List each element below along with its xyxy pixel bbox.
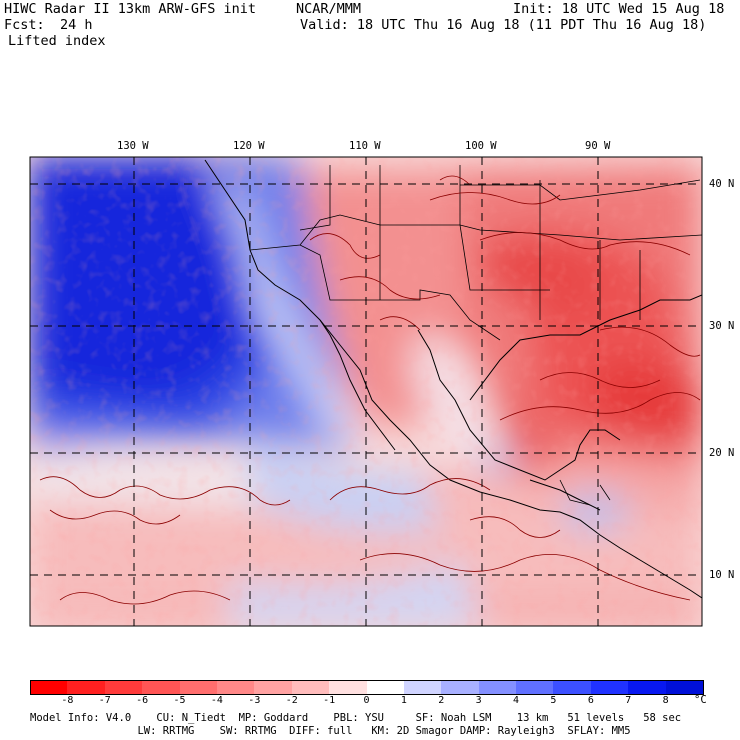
colorbar-label: 0 — [363, 695, 370, 706]
colorbar-label: -2 — [285, 695, 298, 706]
colorbar-swatch — [403, 680, 442, 695]
colorbar-swatch — [329, 680, 367, 695]
colorbar-swatch — [590, 680, 629, 695]
fcst-value: 24 h — [60, 17, 93, 33]
colorbar-label: -8 — [61, 695, 74, 706]
model-info-line1: Model Info: V4.0 CU: N_Tiedt MP: Goddard… — [30, 712, 682, 724]
colorbar-label: 2 — [438, 695, 445, 706]
init-time: Init: 18 UTC Wed 15 Aug 18 — [513, 1, 725, 17]
colorbar-swatch — [478, 680, 517, 695]
state-borders — [249, 165, 702, 506]
colorbar-label: -1 — [323, 695, 336, 706]
valid-time: Valid: 18 UTC Thu 16 Aug 18 (11 PDT Thu … — [300, 17, 707, 33]
colorbar-label: -5 — [173, 695, 186, 706]
colorbar-swatch — [142, 680, 181, 695]
colorbar-label: 4 — [513, 695, 520, 706]
fcst-label: Fcst: — [4, 17, 45, 33]
colorbar-swatch — [366, 680, 405, 695]
lat-label: 20 N — [709, 447, 735, 459]
colorbar-label: 8 — [662, 695, 669, 706]
colorbar-label: 1 — [400, 695, 407, 706]
lat-label: 10 N — [709, 569, 735, 581]
colorbar-label: 6 — [587, 695, 594, 706]
model-info-line2: LW: RRTMG SW: RRTMG DIFF: full KM: 2D Sm… — [30, 725, 631, 737]
map-frame — [29, 156, 703, 627]
center-label: NCAR/MMM — [296, 1, 362, 17]
colorbar-swatch — [30, 680, 69, 695]
colorbar-swatch — [628, 680, 667, 695]
colorbar-swatch — [67, 680, 106, 695]
colorbar-unit: °C — [694, 694, 707, 706]
lat-label: 30 N — [709, 320, 735, 332]
li-contours — [39, 175, 701, 605]
colorbar-label: 7 — [625, 695, 632, 706]
colorbar-label: 3 — [475, 695, 482, 706]
colorbar-swatch — [179, 680, 218, 695]
colorbar-label: -4 — [210, 695, 223, 706]
colorbar-swatch — [291, 680, 330, 695]
lat-lon-grid — [30, 157, 702, 626]
field-name: Lifted index — [8, 33, 106, 49]
colorbar-label: -6 — [136, 695, 149, 706]
colorbar-swatch — [441, 680, 480, 695]
lon-label: 90 W — [585, 140, 611, 152]
colorbar-swatch — [553, 680, 592, 695]
lifted-index-map — [29, 156, 703, 627]
model-title: HIWC Radar II 13km ARW-GFS init — [4, 1, 256, 17]
colorbar-swatch — [216, 680, 255, 695]
lat-label: 40 N — [709, 178, 735, 190]
colorbar-label: -3 — [248, 695, 261, 706]
colorbar-swatch — [254, 680, 293, 695]
lon-label: 130 W — [117, 140, 149, 152]
colorbar-label: 5 — [550, 695, 557, 706]
lon-label: 120 W — [233, 140, 265, 152]
colorbar-swatch — [516, 680, 554, 695]
lon-label: 110 W — [349, 140, 381, 152]
colorbar-swatch — [665, 680, 705, 695]
lon-label: 100 W — [465, 140, 497, 152]
colorbar-swatch — [104, 680, 143, 695]
colorbar-label: -7 — [98, 695, 111, 706]
